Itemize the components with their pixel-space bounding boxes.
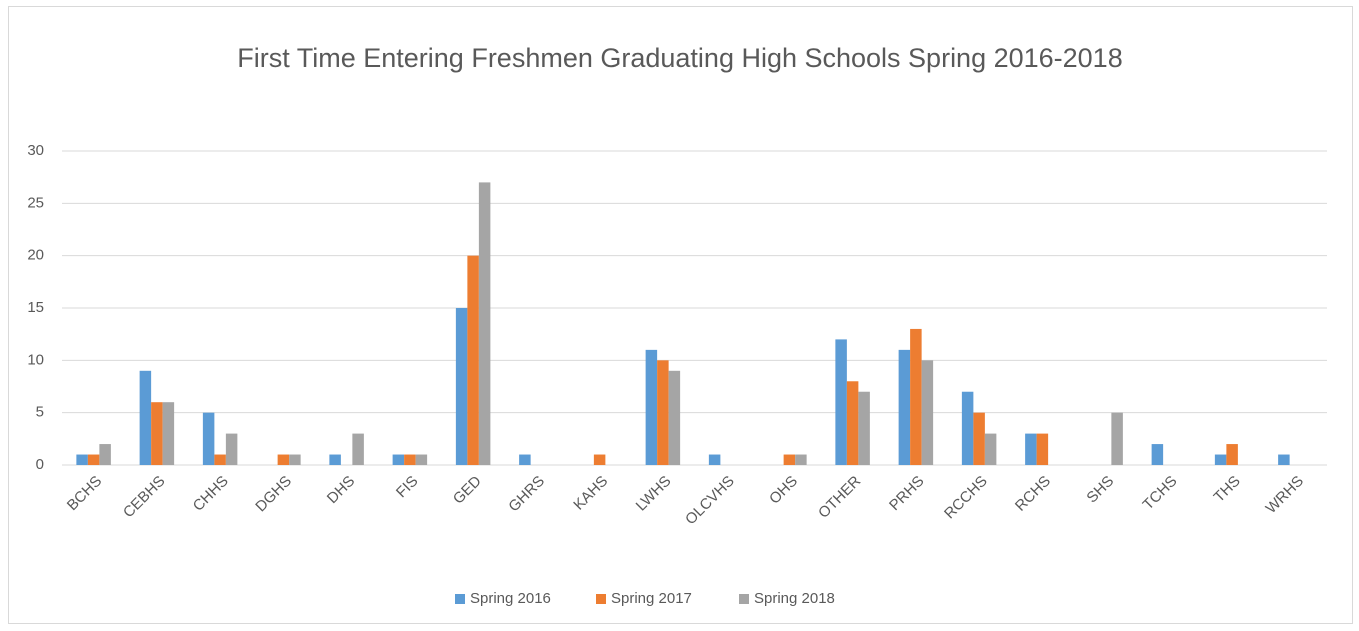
bar [404, 454, 416, 465]
bar [846, 381, 859, 465]
bar [1278, 454, 1290, 465]
x-tick-label: SHS [1083, 473, 1117, 507]
x-tick-label: RCCHS [941, 473, 991, 523]
y-tick-label: 20 [27, 247, 44, 264]
bar [225, 433, 238, 465]
x-tick-label: GED [450, 473, 485, 508]
x-tick-label: OHS [766, 473, 801, 508]
y-tick-label: 0 [36, 456, 44, 473]
x-tick-label: RCHS [1012, 473, 1054, 515]
y-tick-label: 25 [27, 194, 44, 211]
legend-swatch [455, 594, 465, 604]
bar [455, 308, 468, 465]
chart-title: First Time Entering Freshmen Graduating … [237, 43, 1123, 73]
x-tick-label: DGHS [252, 473, 295, 516]
chart-border [8, 6, 1353, 624]
y-tick-label: 30 [27, 142, 44, 159]
bar [961, 391, 974, 465]
bar [392, 454, 405, 465]
bar [329, 454, 341, 465]
bar [151, 402, 163, 465]
legend-swatch [596, 594, 606, 604]
bar [645, 349, 658, 465]
bar [415, 454, 428, 465]
bar [657, 360, 669, 465]
bar [519, 454, 531, 465]
legend-label: Spring 2017 [611, 590, 692, 607]
bar [202, 412, 215, 465]
bar [1025, 433, 1037, 465]
bar [76, 454, 88, 465]
bar [467, 255, 479, 465]
bar [214, 454, 226, 465]
x-tick-label: TCHS [1140, 473, 1181, 514]
bar [921, 360, 934, 465]
x-tick-label: WRHS [1263, 473, 1307, 517]
x-tick-label: OTHER [815, 472, 864, 521]
legend-label: Spring 2018 [754, 590, 835, 607]
bar [1151, 444, 1164, 465]
bar [984, 433, 997, 465]
x-tick-label: CEBHS [120, 473, 169, 522]
bar [795, 454, 807, 465]
bar [910, 328, 922, 465]
bar [139, 370, 152, 465]
x-tick-label: DHS [324, 473, 358, 507]
bar [708, 454, 721, 465]
bar [352, 433, 364, 465]
x-tick-label: GHRS [505, 473, 548, 516]
legend-label: Spring 2016 [470, 590, 551, 607]
bar [289, 454, 301, 465]
bar [1111, 412, 1123, 465]
x-tick-label: PRHS [886, 473, 927, 514]
bar [478, 182, 491, 465]
bar [668, 370, 681, 465]
bar [87, 454, 100, 465]
bar [835, 339, 847, 465]
x-tick-label: OLCVHS [682, 473, 738, 529]
x-tick-label: LWHS [633, 473, 675, 515]
bar [99, 444, 111, 465]
bar [1036, 433, 1049, 465]
bar [1214, 454, 1227, 465]
x-tick-label: THS [1211, 473, 1244, 506]
bar [898, 349, 911, 465]
bar [858, 391, 870, 465]
y-tick-label: 10 [27, 351, 44, 368]
bar [783, 454, 796, 465]
x-tick-label: BCHS [64, 473, 105, 514]
x-tick-label: CHHS [190, 473, 232, 515]
x-tick-label: KAHS [570, 473, 611, 514]
y-tick-label: 5 [36, 404, 44, 421]
bar [162, 402, 175, 465]
bar [973, 412, 985, 465]
bar [1226, 444, 1238, 465]
bar [593, 454, 606, 465]
legend-swatch [739, 594, 749, 604]
bar [277, 454, 290, 465]
x-tick-label: FIS [393, 473, 422, 502]
y-tick-label: 15 [27, 299, 44, 316]
